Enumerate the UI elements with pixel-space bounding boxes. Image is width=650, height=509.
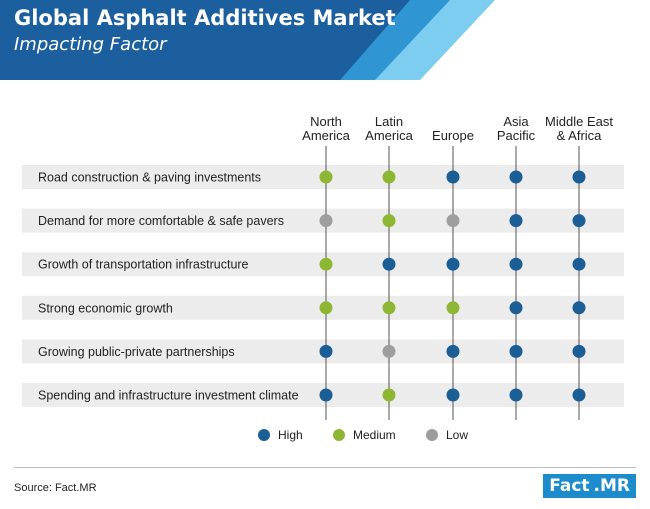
impact-dot <box>572 344 586 358</box>
impact-dot <box>572 257 586 271</box>
impact-dot <box>572 301 586 315</box>
page-title: Global Asphalt Additives Market <box>14 6 396 30</box>
legend-item: Medium <box>333 428 396 442</box>
source-label: Source: Fact.MR <box>14 482 97 494</box>
impact-dot <box>572 214 586 228</box>
impact-dot <box>509 257 523 271</box>
impact-matrix: North America Latin America Europe Asia Pacifi… <box>22 114 624 420</box>
impact-dot <box>319 301 333 315</box>
impact-dot <box>509 170 523 184</box>
impact-dot <box>446 344 460 358</box>
impact-dot <box>382 170 396 184</box>
logo-text-mr: .MR <box>591 474 636 498</box>
legend-label: Medium <box>353 428 396 442</box>
legend-label: High <box>278 428 303 442</box>
impact-dot <box>446 214 460 228</box>
row-label: Growth of transportation infrastructure <box>38 258 249 272</box>
column-header: Asia Pacific <box>497 114 536 143</box>
impact-dot <box>446 301 460 315</box>
factmr-logo: Fact .MR <box>543 474 636 498</box>
impact-dot <box>319 214 333 228</box>
page-subtitle: Impacting Factor <box>14 34 167 55</box>
impact-dot <box>572 170 586 184</box>
impact-dot <box>509 344 523 358</box>
impact-dot <box>572 388 586 402</box>
impact-dot <box>382 214 396 228</box>
column-header: Latin America <box>365 114 413 143</box>
row-label: Strong economic growth <box>38 301 173 315</box>
impact-dot <box>509 301 523 315</box>
impact-dot <box>446 388 460 402</box>
footer-divider <box>14 467 636 468</box>
column-header: North America <box>302 114 350 143</box>
row-label: Road construction & paving investments <box>38 171 261 185</box>
column-header: Middle East & Africa <box>545 114 613 143</box>
column-header: Europe <box>432 128 474 143</box>
impact-dot <box>509 214 523 228</box>
row-label: Spending and infrastructure investment c… <box>38 389 299 403</box>
legend: High Medium Low <box>0 428 650 446</box>
impact-dot <box>319 257 333 271</box>
legend-item: High <box>258 428 303 442</box>
impact-dot <box>319 170 333 184</box>
impact-dot <box>382 301 396 315</box>
impact-dot <box>509 388 523 402</box>
header-banner <box>0 0 495 80</box>
impact-dot <box>319 344 333 358</box>
banner-dark-band <box>0 0 410 80</box>
impact-dot <box>382 388 396 402</box>
legend-dot <box>333 429 345 441</box>
legend-dot <box>426 429 438 441</box>
impact-dot <box>446 170 460 184</box>
legend-dot <box>258 429 270 441</box>
impact-dot <box>382 344 396 358</box>
impact-dot <box>319 388 333 402</box>
legend-label: Low <box>446 428 469 442</box>
legend-item: Low <box>426 428 468 442</box>
logo-text-fact: Fact <box>543 474 592 498</box>
impact-dot <box>382 257 396 271</box>
impact-dot <box>446 257 460 271</box>
row-label: Growing public-private partnerships <box>38 345 235 359</box>
row-label: Demand for more comfortable & safe paver… <box>38 214 284 228</box>
